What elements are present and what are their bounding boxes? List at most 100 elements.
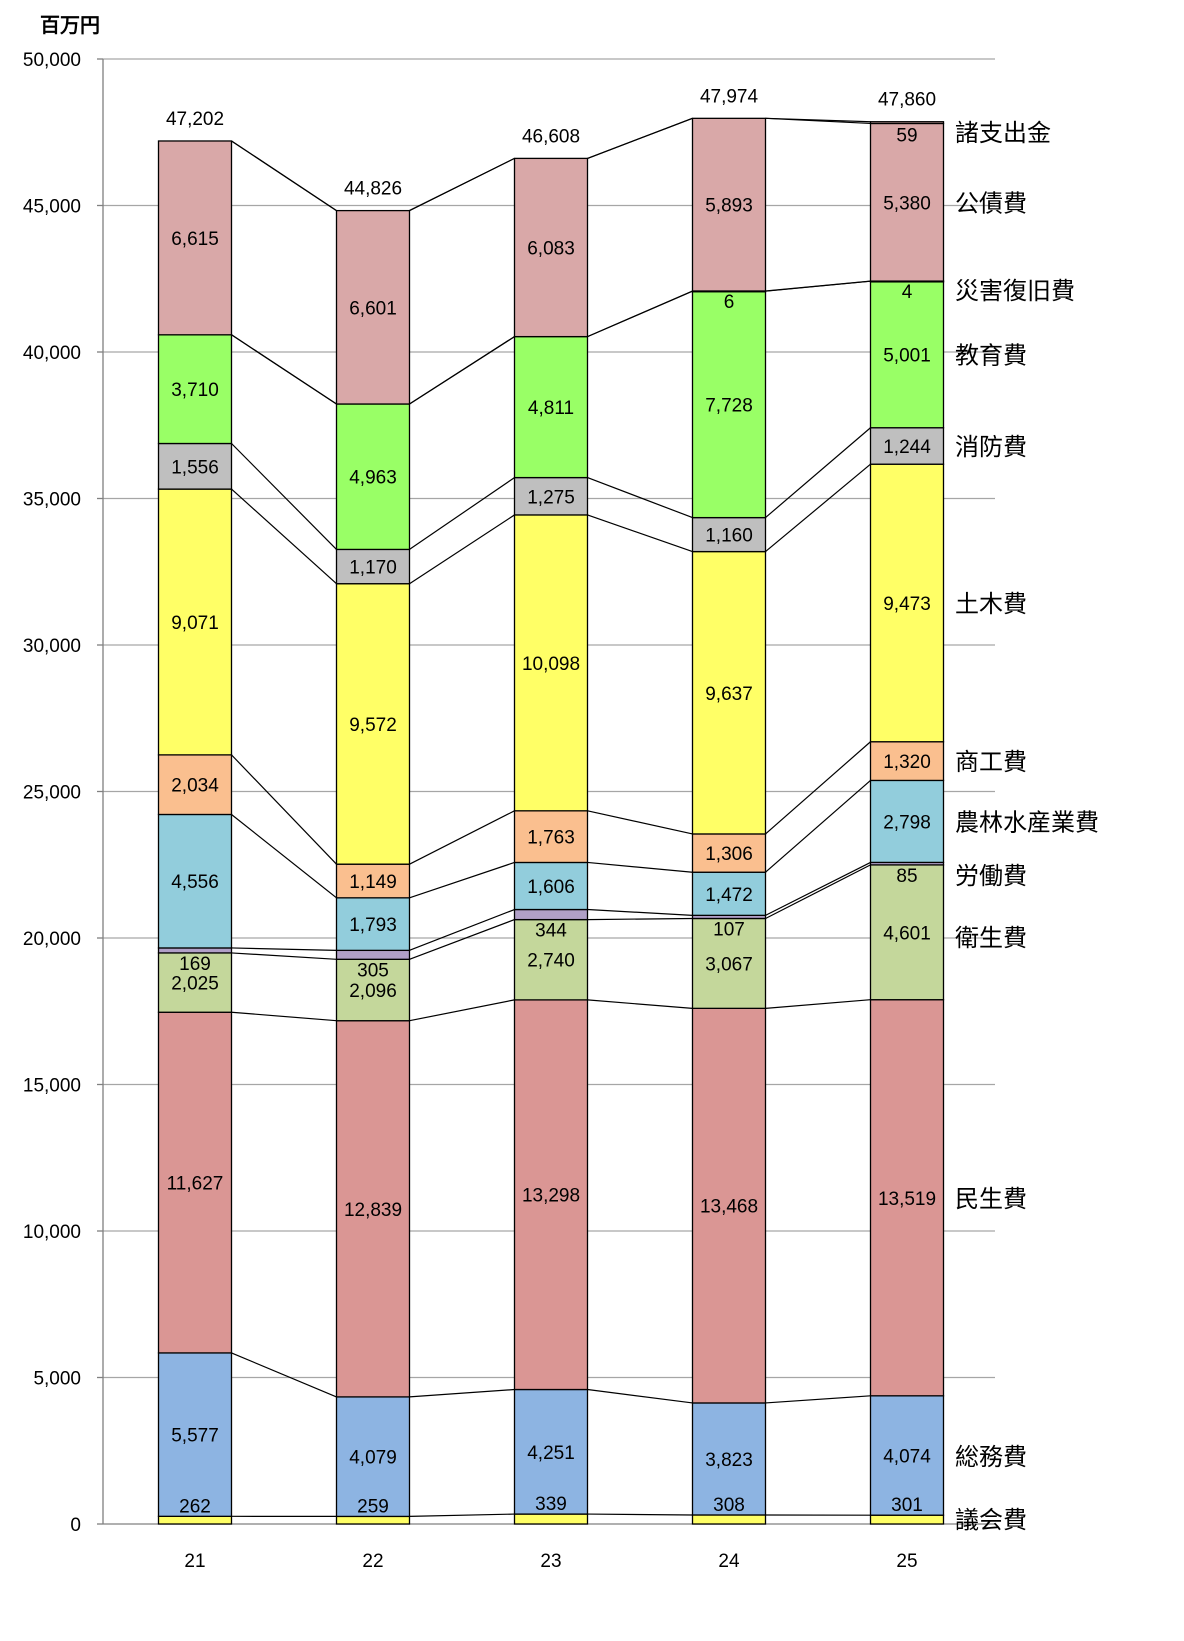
data-label: 1,320: [883, 752, 931, 773]
data-label: 2,096: [349, 981, 397, 1002]
data-label: 4,601: [883, 923, 931, 944]
data-label: 1,763: [527, 828, 575, 849]
data-label: 4,074: [883, 1446, 931, 1467]
series-connector: [587, 917, 693, 921]
series-connector: [587, 117, 693, 159]
data-label: 85: [896, 866, 917, 887]
data-labels: 262 259 339 308 301 5,577 4,079 4,251 3,823 4,074…: [167, 125, 936, 1517]
series-connector: [231, 140, 337, 212]
bar-segment: [513, 1513, 589, 1525]
data-label: 5,001: [883, 345, 931, 366]
bar-segment: [513, 157, 589, 338]
bar-segment: [157, 1352, 233, 1517]
legend-label: 農林水産業費: [955, 808, 1099, 836]
series-connector: [231, 952, 337, 960]
series-connector: [765, 864, 871, 920]
bar-segment: [691, 117, 767, 292]
y-tick-label: 10,000: [23, 1222, 81, 1243]
bar-segment: [513, 999, 589, 1391]
y-tick-label: 45,000: [23, 197, 81, 218]
series-connector: [409, 999, 515, 1022]
series-connector: [409, 861, 515, 899]
bar-segment: [691, 1007, 767, 1404]
y-tick-label: 20,000: [23, 929, 81, 950]
series-connector: [765, 999, 871, 1009]
data-label: 4,251: [527, 1443, 575, 1464]
bar-segment: [869, 999, 945, 1397]
bar-segment: [335, 548, 411, 585]
data-label: 3,710: [171, 380, 219, 401]
bar-segment: [157, 140, 233, 336]
y-axis: 0 5,000 10,000 15,000 20,000 25,000 30,000 35,0…: [23, 50, 104, 1536]
data-label: 2,798: [883, 812, 931, 833]
unit-label: 百万円: [40, 13, 100, 37]
legend-label: 災害復旧費: [955, 277, 1075, 305]
bar-segment: [869, 121, 945, 125]
bar-segment: [513, 861, 589, 911]
data-label: 11,627: [167, 1174, 224, 1195]
total-labels: 47,202 44,826 46,608 47,974 47,860: [166, 86, 936, 199]
series-connector: [587, 999, 693, 1009]
legend-label: 公債費: [955, 189, 1027, 217]
bar-segment: [157, 1515, 233, 1525]
series-connector: [231, 1011, 337, 1022]
series-connector: [587, 908, 693, 916]
bar-segment: [869, 427, 945, 465]
x-tick-label: 23: [540, 1551, 561, 1572]
series-connector: [587, 514, 693, 553]
y-tick-label: 40,000: [23, 343, 81, 364]
series-connector: [409, 477, 515, 550]
data-label: 2,034: [171, 776, 219, 797]
data-label: 3,823: [705, 1450, 753, 1471]
data-label: 9,572: [349, 715, 397, 736]
data-label: 2,025: [171, 974, 219, 995]
data-label: 2,740: [527, 951, 575, 972]
legend-label: 諸支出金: [955, 119, 1051, 147]
bar-segment: [691, 917, 767, 1009]
series-connector: [765, 779, 871, 873]
series-connector: [231, 1352, 337, 1398]
legend-label: 消防費: [955, 433, 1027, 461]
data-label: 6: [724, 292, 735, 313]
legend-label: 商工費: [955, 748, 1027, 776]
bar-segment: [157, 442, 233, 490]
legend-label: 総務費: [955, 1443, 1027, 1471]
total-label: 47,974: [700, 86, 759, 107]
series-connector: [765, 463, 871, 553]
bar-segment: [335, 897, 411, 952]
data-label: 6,615: [171, 229, 219, 250]
series-connector: [409, 1513, 515, 1518]
data-label: 3,067: [705, 954, 753, 975]
total-label: 44,826: [344, 179, 402, 200]
series-connector: [231, 334, 337, 405]
bar-segment: [157, 754, 233, 816]
series-connector: [231, 443, 337, 550]
data-label: 5,577: [171, 1426, 219, 1447]
series-connector: [587, 290, 693, 338]
bar-segment: [157, 488, 233, 756]
bar-segment: [869, 122, 945, 282]
legend-label: 衛生費: [955, 924, 1027, 952]
data-label: 1,306: [705, 844, 753, 865]
data-label: 344: [535, 921, 567, 942]
series-connector: [409, 919, 515, 960]
bar-segment: [335, 403, 411, 551]
series-connector: [765, 1395, 871, 1404]
bar-segment: [513, 908, 589, 921]
data-label: 262: [179, 1496, 211, 1517]
series-connector: [231, 947, 337, 951]
data-label: 4,963: [349, 468, 397, 489]
data-label: 9,473: [883, 594, 931, 615]
x-tick-label: 24: [718, 1551, 740, 1572]
series-connector: [587, 1388, 693, 1404]
y-tick-label: 30,000: [23, 636, 81, 657]
total-label: 47,202: [166, 109, 224, 130]
data-label: 1,149: [349, 872, 397, 893]
data-label: 59: [896, 125, 917, 146]
data-label: 4: [902, 282, 913, 303]
series-connector-lines: [231, 117, 871, 1518]
legend-label: 民生費: [955, 1185, 1027, 1213]
data-label: 13,519: [878, 1189, 936, 1210]
data-label: 1,472: [705, 885, 753, 906]
data-label: 4,811: [528, 398, 574, 419]
